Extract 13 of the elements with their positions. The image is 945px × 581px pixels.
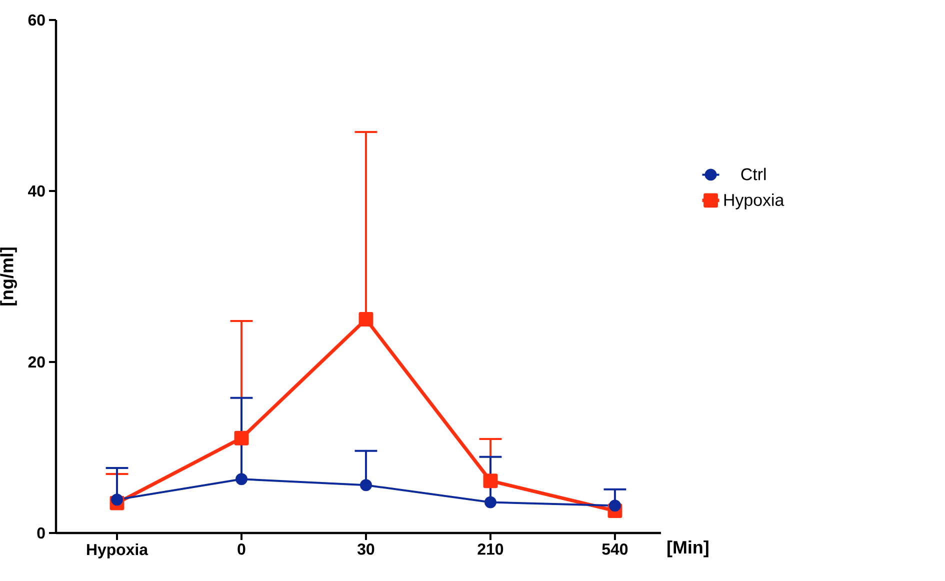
legend-label: Hypoxia <box>724 194 784 210</box>
legend-label: Ctrl <box>741 168 766 180</box>
x-tick-label: Hypoxia <box>87 543 148 558</box>
x-tick-label: 540 <box>602 544 628 555</box>
y-tick-label: 60 <box>28 14 45 26</box>
x-tick-label: 0 <box>238 544 246 555</box>
x-tick-label: 30 <box>357 544 374 555</box>
y-tick-label: 40 <box>28 185 45 197</box>
x-tick-label: 210 <box>478 544 504 555</box>
x-axis-title: [Min] <box>668 540 708 558</box>
y-tick-label: 0 <box>37 527 45 539</box>
y-tick-label: 20 <box>28 356 45 368</box>
y-axis-title: [ng/ml] <box>0 248 17 306</box>
